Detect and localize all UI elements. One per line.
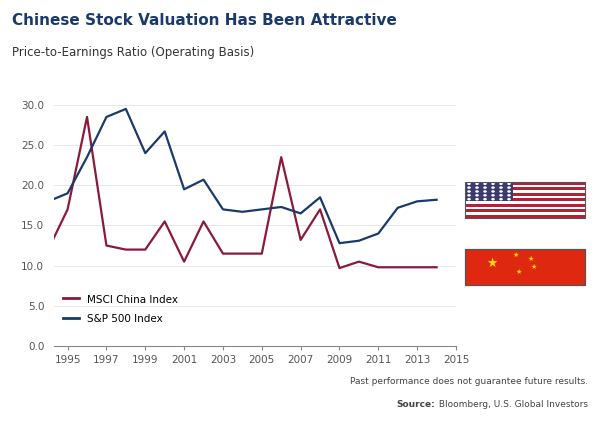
- Text: ★: ★: [486, 257, 497, 270]
- Text: Bloomberg, U.S. Global Investors: Bloomberg, U.S. Global Investors: [436, 400, 587, 409]
- Text: ★: ★: [516, 268, 522, 275]
- Text: ★: ★: [512, 252, 518, 258]
- Text: Chinese Stock Valuation Has Been Attractive: Chinese Stock Valuation Has Been Attract…: [12, 13, 397, 28]
- Text: Price-to-Earnings Ratio (Operating Basis): Price-to-Earnings Ratio (Operating Basis…: [12, 46, 254, 60]
- Text: Past performance does not guarantee future results.: Past performance does not guarantee futu…: [350, 377, 588, 386]
- Legend: MSCI China Index, S&P 500 Index: MSCI China Index, S&P 500 Index: [59, 290, 182, 328]
- Text: ★: ★: [530, 264, 536, 270]
- Text: ★: ★: [528, 257, 534, 262]
- Text: Source:: Source:: [396, 400, 435, 409]
